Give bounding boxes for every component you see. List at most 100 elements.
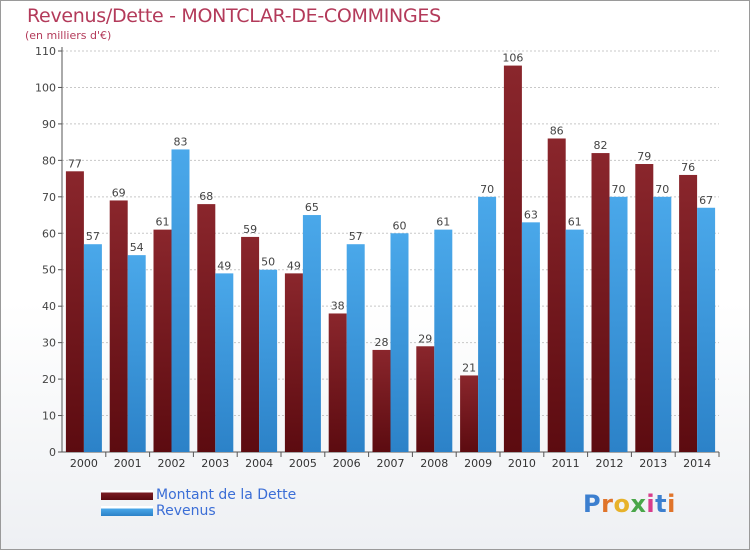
x-tick-label: 2012: [596, 457, 624, 470]
y-tick-label: 30: [42, 337, 56, 350]
bar-dette: [635, 164, 654, 452]
x-tick-label: 2010: [508, 457, 536, 470]
bar-dette: [65, 171, 84, 453]
bar-revenus: [565, 229, 584, 452]
x-tick-label: 2002: [158, 457, 186, 470]
y-tick-label: 50: [42, 264, 56, 277]
y-tick-label: 40: [42, 300, 56, 313]
logo-letter: x: [630, 490, 647, 518]
chart-title: Revenus/Dette - MONTCLAR-DE-COMMINGES: [27, 5, 441, 27]
data-label-revenus: 50: [261, 256, 275, 269]
x-tick-label: 2009: [464, 457, 492, 470]
data-label-dette: 76: [681, 161, 695, 174]
y-tick-label: 110: [35, 45, 56, 58]
data-label-revenus: 61: [568, 216, 582, 229]
bar-revenus: [302, 215, 321, 452]
x-tick-label: 2004: [245, 457, 273, 470]
bar-dette: [679, 174, 698, 453]
bar-dette: [197, 204, 216, 452]
data-label-revenus: 57: [349, 230, 363, 243]
data-label-dette: 21: [462, 361, 476, 374]
data-label-revenus: 70: [655, 183, 669, 196]
legend-label-debt: Montant de la Dette: [156, 487, 297, 503]
bar-revenus: [127, 255, 146, 452]
data-label-dette: 77: [68, 157, 82, 170]
bar-revenus: [609, 196, 628, 452]
bar-dette: [591, 153, 610, 452]
x-tick-label: 2014: [683, 457, 711, 470]
bar-dette: [153, 229, 172, 452]
bar-dette: [241, 236, 260, 452]
data-label-revenus: 49: [217, 259, 231, 272]
bar-revenus: [478, 196, 497, 452]
x-tick-label: 2006: [333, 457, 361, 470]
logo-letter: o: [613, 490, 631, 518]
bar-revenus: [434, 229, 453, 452]
data-label-dette: 86: [550, 124, 564, 137]
data-label-dette: 28: [375, 336, 389, 349]
y-tick-label: 0: [49, 446, 56, 459]
data-label-revenus: 61: [436, 216, 450, 229]
y-tick-label: 20: [42, 373, 56, 386]
data-label-dette: 49: [287, 259, 301, 272]
data-label-dette: 69: [112, 186, 126, 199]
legend-swatch-revenue: [101, 506, 153, 516]
y-tick-label: 10: [42, 410, 56, 423]
bar-dette: [284, 273, 303, 452]
data-label-dette: 59: [243, 223, 257, 236]
data-label-revenus: 60: [393, 219, 407, 232]
logo-letter: i: [646, 490, 656, 518]
y-tick-label: 70: [42, 191, 56, 204]
legend-swatch-debt: [101, 490, 153, 500]
bar-dette: [416, 346, 435, 452]
y-tick-label: 100: [35, 81, 56, 94]
data-label-revenus: 63: [524, 208, 538, 221]
data-label-revenus: 83: [174, 135, 188, 148]
logo-letter: P: [583, 490, 602, 518]
data-label-revenus: 70: [480, 183, 494, 196]
axes: 0 10 20 30 40 50 60 70 80 90 100 110 2000 2001 2002 200…: [35, 45, 720, 470]
proxiti-logo: Proxiti: [583, 490, 676, 518]
data-label-revenus: 67: [699, 194, 713, 207]
x-tick-label: 2005: [289, 457, 317, 470]
logo-letter: i: [667, 490, 676, 518]
bar-revenus: [83, 244, 102, 452]
x-tick-label: 2007: [377, 457, 405, 470]
legend-label-revenue: Revenus: [156, 503, 216, 519]
data-label-dette: 82: [594, 139, 608, 152]
data-label-revenus: 65: [305, 201, 319, 214]
x-tick-label: 2013: [639, 457, 667, 470]
y-tick-label: 60: [42, 227, 56, 240]
y-tick-label: 90: [42, 118, 56, 131]
data-label-dette: 106: [502, 52, 523, 65]
bar-revenus: [215, 273, 234, 452]
data-label-dette: 79: [637, 150, 651, 163]
data-label-dette: 29: [418, 332, 432, 345]
bar-dette: [328, 313, 347, 452]
bar-revenus: [259, 269, 278, 452]
data-label-revenus: 70: [612, 183, 626, 196]
bar-dette: [109, 200, 128, 452]
data-label-revenus: 54: [130, 241, 144, 254]
logo-letter: t: [655, 490, 668, 518]
y-tick-label: 80: [42, 154, 56, 167]
bar-dette: [503, 65, 522, 452]
bars: [65, 65, 716, 453]
bar-revenus: [171, 149, 190, 452]
bar-revenus: [390, 233, 409, 452]
x-tick-label: 2000: [70, 457, 98, 470]
x-tick-label: 2011: [552, 457, 580, 470]
bar-revenus: [653, 196, 672, 452]
data-label-dette: 38: [331, 299, 345, 312]
bar-dette: [460, 375, 479, 452]
bar-revenus: [346, 244, 365, 452]
x-tick-label: 2001: [114, 457, 142, 470]
logo-letter: r: [601, 490, 614, 518]
data-label-dette: 61: [156, 216, 170, 229]
x-tick-label: 2003: [201, 457, 229, 470]
chart-subtitle: (en milliers d'€): [25, 29, 112, 42]
data-label-revenus: 57: [86, 230, 100, 243]
bar-dette: [372, 349, 391, 452]
